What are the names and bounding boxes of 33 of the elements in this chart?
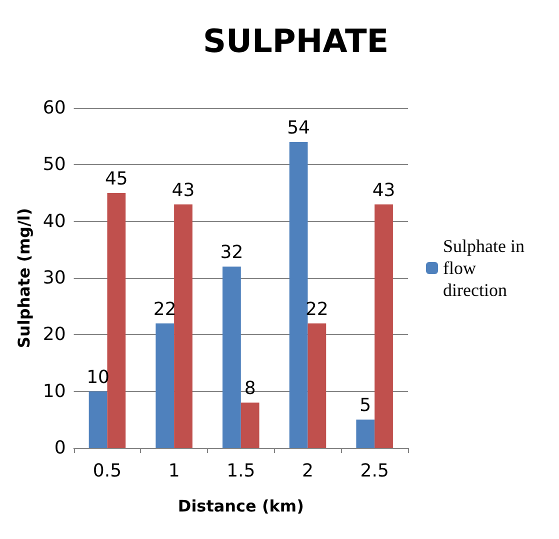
bar [374, 204, 393, 448]
y-tick-label: 20 [42, 324, 66, 346]
bar [88, 391, 108, 448]
bar [289, 142, 308, 448]
y-axis-title: Sulphate (mg/l) [14, 208, 34, 348]
x-axis-title: Distance (km) [178, 496, 304, 516]
x-tick-label: 1.5 [226, 460, 256, 482]
bar [174, 204, 192, 448]
y-tick-label: 10 [42, 380, 66, 402]
chart-title: SULPHATE [203, 22, 389, 60]
data-label: 54 [287, 118, 310, 138]
bar [308, 323, 326, 448]
bar [107, 193, 126, 448]
bar [356, 420, 375, 448]
bar [240, 402, 260, 448]
bar [222, 266, 241, 448]
x-tick-label: 0.5 [92, 460, 122, 482]
x-tick-label: 1 [168, 460, 180, 482]
y-tick-label: 0 [54, 438, 66, 458]
data-label: 32 [220, 242, 244, 264]
x-tick-label: 2 [302, 460, 314, 482]
legend-label: Sulphate in flow direction [443, 236, 529, 300]
y-tick-label: 40 [42, 210, 66, 232]
data-label: 43 [372, 180, 396, 201]
bar [156, 323, 174, 448]
data-label: 5 [360, 395, 372, 416]
y-tick-label: 60 [42, 98, 66, 118]
y-tick-label: 30 [42, 268, 66, 288]
x-tick-label: 2.5 [360, 460, 389, 482]
data-label: 8 [244, 378, 256, 400]
data-label: 45 [104, 168, 128, 190]
data-label: 43 [172, 180, 195, 201]
y-tick-label: 50 [42, 154, 66, 176]
